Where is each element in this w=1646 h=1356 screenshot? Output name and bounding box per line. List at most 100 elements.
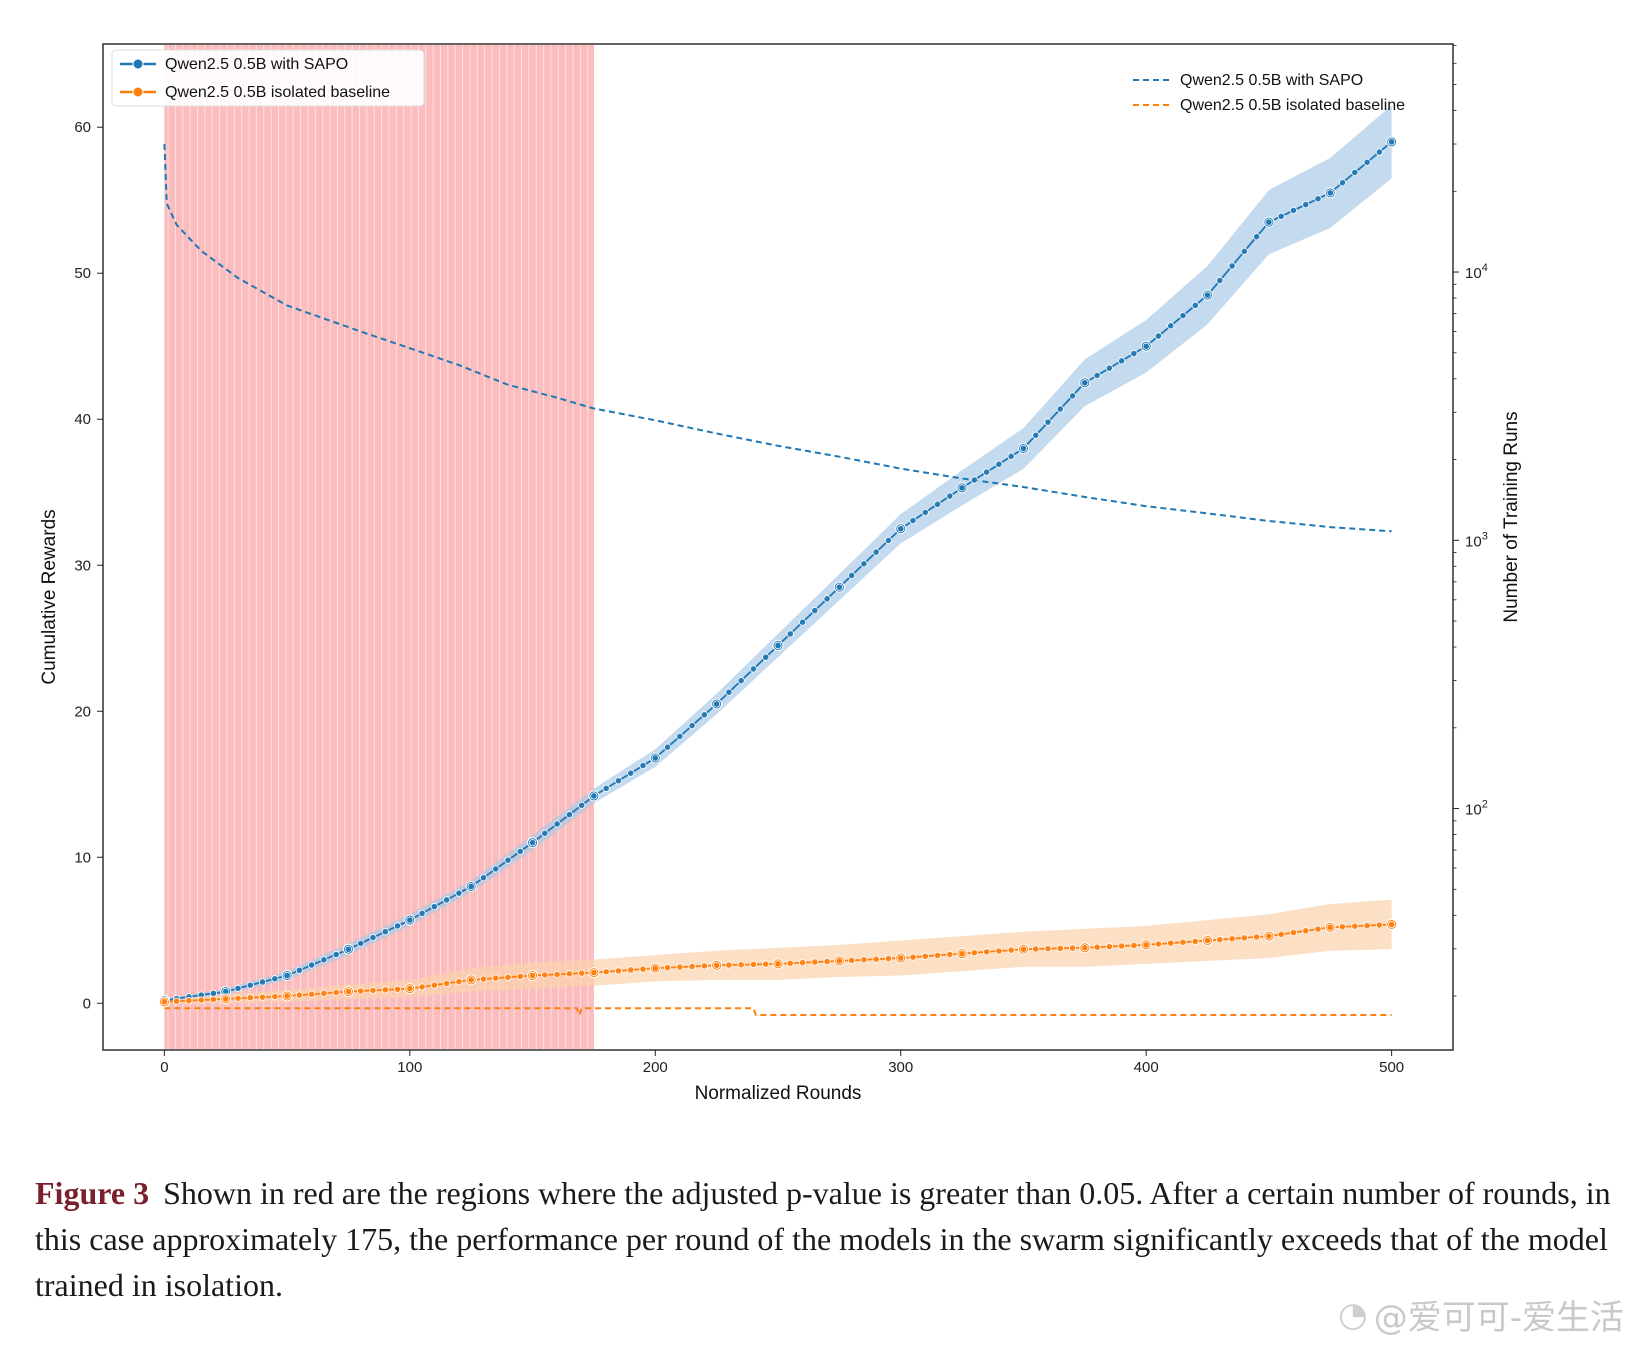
qwen2-5-0-5b-with-sapo-minor-marker <box>1388 138 1396 146</box>
qwen2-5-0-5b-isolated-baseline-minor-marker <box>725 961 733 969</box>
qwen2-5-0-5b-isolated-baseline-minor-marker <box>602 968 610 976</box>
qwen2-5-0-5b-isolated-baseline-minor-marker <box>823 957 831 966</box>
qwen2-5-0-5b-isolated-baseline-minor-marker <box>1253 933 1261 941</box>
qwen2-5-0-5b-isolated-baseline-minor-marker <box>946 950 954 959</box>
qwen2-5-0-5b-with-sapo-minor-marker <box>1203 291 1212 299</box>
qwen2-5-0-5b-isolated-baseline-minor-marker <box>504 973 512 981</box>
qwen2-5-0-5b-isolated-baseline-minor-marker <box>983 948 991 956</box>
qwen2-5-0-5b-isolated-baseline-minor-marker <box>1203 936 1212 945</box>
qwen2-5-0-5b-isolated-baseline-minor-marker <box>1191 937 1199 945</box>
qwen2-5-0-5b-with-sapo-minor-marker <box>479 874 488 882</box>
qwen2-5-0-5b-isolated-baseline-minor-marker <box>393 985 402 993</box>
qwen2-5-0-5b-with-sapo-minor-marker <box>1093 371 1101 380</box>
qwen2-5-0-5b-isolated-baseline-minor-marker <box>1216 936 1224 944</box>
qwen2-5-0-5b-isolated-baseline-minor-marker <box>357 987 365 995</box>
qwen2-5-0-5b-with-sapo-minor-marker <box>578 801 586 809</box>
qwen2-5-0-5b-isolated-baseline-minor-marker <box>320 989 328 997</box>
qwen2-5-0-5b-isolated-baseline-minor-marker <box>651 964 659 972</box>
qwen2-5-0-5b-isolated-baseline-minor-marker <box>921 952 929 960</box>
y-right-tick-label: 102 <box>1465 799 1488 819</box>
qwen2-5-0-5b-with-sapo-minor-marker <box>271 975 279 983</box>
qwen2-5-0-5b-isolated-baseline-minor-marker <box>308 990 316 998</box>
qwen2-5-0-5b-with-sapo-minor-marker <box>332 950 340 959</box>
qwen2-5-0-5b-isolated-baseline-minor-marker <box>614 967 623 975</box>
qwen2-5-0-5b-isolated-baseline-minor-marker <box>344 987 353 996</box>
qwen2-5-0-5b-with-sapo-minor-marker <box>946 492 954 500</box>
qwen2-5-0-5b-isolated-baseline-minor-marker <box>627 966 635 974</box>
qwen2-5-0-5b-isolated-baseline-minor-marker <box>246 994 254 1002</box>
legend-right: Qwen2.5 0.5B with SAPO Qwen2.5 0.5B isol… <box>1133 72 1405 114</box>
x-tick-label: 500 <box>1379 1059 1404 1076</box>
qwen2-5-0-5b-isolated-baseline-minor-marker <box>700 962 708 970</box>
qwen2-5-0-5b-isolated-baseline-minor-marker <box>234 994 242 1002</box>
qwen2-5-0-5b-with-sapo-minor-marker <box>1167 322 1175 330</box>
y-left-tick-label: 0 <box>83 995 91 1012</box>
legend-left-label-sapo: Qwen2.5 0.5B with SAPO <box>165 56 348 73</box>
qwen2-5-0-5b-with-sapo-minor-marker <box>283 971 291 980</box>
legend-left-label-baseline: Qwen2.5 0.5B isolated baseline <box>165 84 390 101</box>
qwen2-5-0-5b-isolated-baseline-minor-marker <box>1056 944 1064 952</box>
qwen2-5-0-5b-isolated-baseline-minor-marker <box>590 969 598 977</box>
qwen2-5-0-5b-with-sapo-minor-marker <box>516 847 524 856</box>
qwen2-5-0-5b-with-sapo-minor-marker <box>258 978 267 986</box>
qwen2-5-0-5b-with-sapo-minor-marker <box>811 606 819 615</box>
qwen2-5-0-5b-with-sapo-minor-marker <box>663 743 672 751</box>
qwen2-5-0-5b-with-sapo-minor-marker <box>504 856 512 864</box>
qwen2-5-0-5b-with-sapo-minor-marker <box>774 641 782 650</box>
legend-left-marker-baseline <box>132 86 144 98</box>
x-tick-label: 200 <box>643 1059 668 1076</box>
qwen2-5-0-5b-with-sapo-minor-marker <box>1228 262 1236 270</box>
qwen2-5-0-5b-with-sapo-minor-marker <box>492 865 500 873</box>
qwen2-5-0-5b-isolated-baseline-minor-marker <box>1265 932 1273 940</box>
qwen2-5-0-5b-isolated-baseline-minor-marker <box>1338 923 1347 931</box>
qwen2-5-0-5b-with-sapo-minor-marker <box>700 711 708 719</box>
qwen2-5-0-5b-isolated-baseline-minor-marker <box>798 959 807 967</box>
qwen2-5-0-5b-isolated-baseline-minor-marker <box>160 998 168 1006</box>
qwen2-5-0-5b-isolated-baseline-minor-marker <box>516 972 524 981</box>
qwen2-5-0-5b-with-sapo-minor-marker <box>897 525 905 533</box>
x-axis-label: Normalized Rounds <box>695 1083 862 1104</box>
qwen2-5-0-5b-with-sapo-minor-marker <box>1068 392 1077 400</box>
qwen2-5-0-5b-isolated-baseline-minor-marker <box>1314 925 1322 933</box>
qwen2-5-0-5b-isolated-baseline-minor-marker <box>737 961 745 969</box>
qwen2-5-0-5b-isolated-baseline-minor-marker <box>197 996 205 1004</box>
qwen2-5-0-5b-isolated-baseline-minor-marker <box>295 991 303 999</box>
qwen2-5-0-5b-isolated-baseline-minor-marker <box>492 974 500 982</box>
qwen2-5-0-5b-with-sapo-minor-marker <box>1314 195 1322 203</box>
qwen2-5-0-5b-isolated-baseline-minor-marker <box>553 970 561 978</box>
qwen2-5-0-5b-isolated-baseline-minor-marker <box>860 956 868 964</box>
qwen2-5-0-5b-isolated-baseline-minor-marker <box>1130 941 1138 950</box>
qwen2-5-0-5b-with-sapo-minor-marker <box>676 732 684 740</box>
qwen2-5-0-5b-with-sapo-minor-marker <box>983 468 991 476</box>
qwen2-5-0-5b-with-sapo-minor-marker <box>627 769 635 777</box>
qwen2-5-0-5b-with-sapo-minor-marker <box>1154 332 1163 340</box>
qwen2-5-0-5b-with-sapo-minor-marker <box>602 784 610 792</box>
legend-right-label-sapo: Qwen2.5 0.5B with SAPO <box>1180 72 1363 89</box>
qwen2-5-0-5b-with-sapo-minor-marker <box>639 761 647 770</box>
y-left-tick-label: 50 <box>74 265 91 282</box>
qwen2-5-0-5b-with-sapo-minor-marker <box>209 989 218 997</box>
qwen2-5-0-5b-isolated-baseline-minor-marker <box>897 954 905 962</box>
qwen2-5-0-5b-isolated-baseline-minor-marker <box>467 976 475 984</box>
qwen2-5-0-5b-with-sapo-minor-marker <box>798 618 807 626</box>
qwen2-5-0-5b-with-sapo-minor-marker <box>1289 206 1298 215</box>
y-right-tick-label: 104 <box>1465 262 1488 282</box>
qwen2-5-0-5b-with-sapo-minor-marker <box>1253 233 1261 241</box>
qwen2-5-0-5b-with-sapo-minor-marker <box>455 889 463 897</box>
qwen2-5-0-5b-isolated-baseline-minor-marker <box>565 970 573 978</box>
qwen2-5-0-5b-isolated-baseline-minor-marker <box>443 979 451 988</box>
qwen2-5-0-5b-isolated-baseline-minor-marker <box>173 997 181 1005</box>
qwen2-5-0-5b-with-sapo-minor-marker <box>528 839 537 847</box>
figure-label: Figure 3 <box>35 1175 150 1211</box>
qwen2-5-0-5b-with-sapo-minor-marker <box>1130 349 1138 358</box>
qwen2-5-0-5b-isolated-baseline-minor-marker <box>1118 942 1126 950</box>
y-left-tick-label: 40 <box>74 411 91 428</box>
qwen2-5-0-5b-isolated-baseline-minor-marker <box>1240 934 1248 942</box>
legend-right-label-baseline: Qwen2.5 0.5B isolated baseline <box>1180 97 1405 114</box>
qwen2-5-0-5b-with-sapo-minor-marker <box>1179 311 1187 320</box>
qwen2-5-0-5b-isolated-baseline-minor-marker <box>1105 943 1113 951</box>
shaded-region-fill <box>164 45 594 1049</box>
qwen2-5-0-5b-isolated-baseline-minor-marker <box>1289 929 1298 937</box>
y-left-tick-label: 20 <box>74 703 91 720</box>
qwen2-5-0-5b-with-sapo-minor-marker <box>970 476 978 484</box>
